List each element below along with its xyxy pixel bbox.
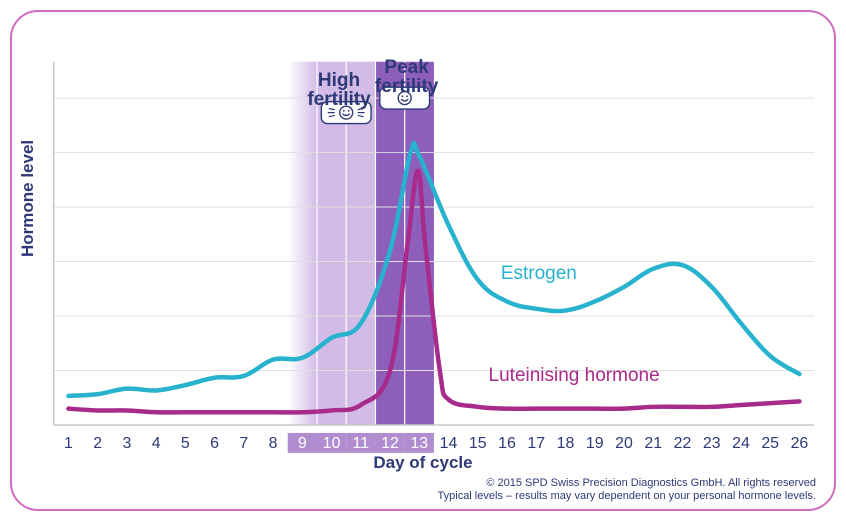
x-tick-label: 26	[791, 435, 809, 452]
x-tick-label: 8	[269, 435, 278, 452]
x-tick-label: 25	[761, 435, 779, 452]
x-tick-label: 18	[557, 435, 575, 452]
x-tick-label: 14	[440, 435, 458, 452]
x-tick-label: 13	[410, 435, 428, 452]
x-axis-label: Day of cycle	[12, 453, 834, 473]
x-tick-label: 4	[152, 435, 161, 452]
x-tick-label: 2	[93, 435, 102, 452]
x-tick-label: 11	[353, 435, 370, 452]
high-fertility-label: High fertility	[307, 71, 370, 109]
x-tick-label: 3	[122, 435, 131, 452]
x-tick-label: 24	[732, 435, 750, 452]
series-label-estrogen: Estrogen	[501, 263, 577, 285]
x-tick-label: 7	[239, 435, 248, 452]
chart-frame: 1234567891011121314151617181920212223242…	[10, 10, 836, 511]
x-tick-label: 5	[181, 435, 190, 452]
x-tick-label: 17	[527, 435, 545, 452]
x-tick-label: 10	[323, 435, 341, 452]
footnote: © 2015 SPD Swiss Precision Diagnostics G…	[12, 477, 816, 503]
x-tick-label: 22	[674, 435, 692, 452]
x-tick-label: 1	[64, 435, 73, 452]
peak-fertility-label: Peak fertility	[375, 58, 438, 96]
x-tick-label: 16	[498, 435, 516, 452]
x-tick-label: 23	[703, 435, 721, 452]
y-axis-label: Hormone level	[18, 140, 38, 257]
x-tick-label: 9	[298, 435, 307, 452]
x-tick-label: 6	[210, 435, 219, 452]
x-tick-label: 20	[615, 435, 633, 452]
x-tick-label: 12	[381, 435, 399, 452]
x-tick-label: 15	[469, 435, 487, 452]
x-tick-label: 21	[644, 435, 662, 452]
series-label-lh: Luteinising hormone	[489, 365, 660, 387]
x-tick-label: 19	[586, 435, 604, 452]
